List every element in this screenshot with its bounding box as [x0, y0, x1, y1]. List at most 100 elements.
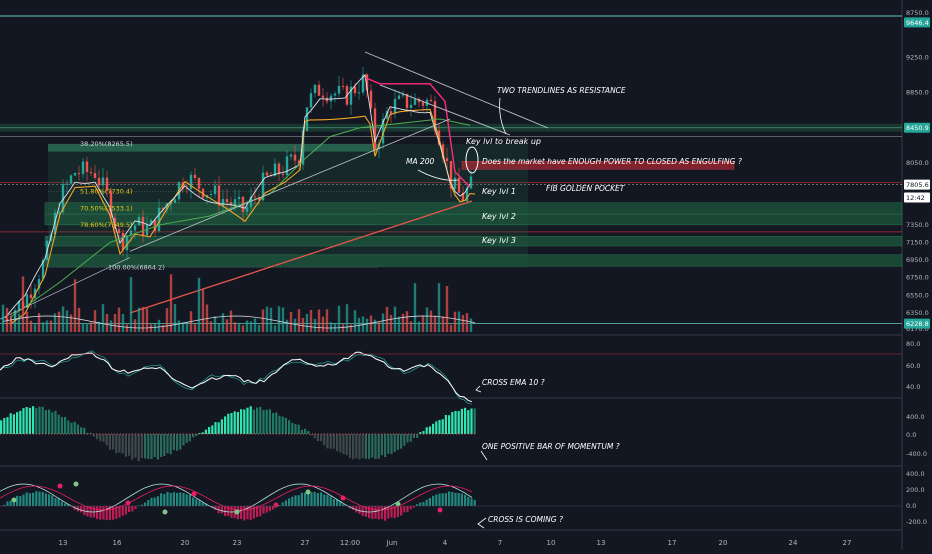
- candle-body[interactable]: [133, 225, 137, 231]
- candle-body[interactable]: [305, 107, 309, 131]
- candle-body[interactable]: [433, 101, 437, 131]
- candle-body[interactable]: [73, 173, 77, 176]
- candles-layer[interactable]: [1, 66, 473, 330]
- candle-body[interactable]: [93, 173, 97, 178]
- candle-body[interactable]: [313, 84, 317, 94]
- candle-body[interactable]: [421, 102, 425, 106]
- candle-body[interactable]: [385, 111, 389, 119]
- candle-body[interactable]: [445, 158, 449, 162]
- candle-body[interactable]: [17, 301, 21, 311]
- candle-body[interactable]: [257, 197, 261, 201]
- price-axis[interactable]: 8750.0 9250.0 8850.0 8050.0 7350.0 7150.0 6950…: [904, 9, 930, 526]
- candle-body[interactable]: [261, 172, 265, 201]
- candle-body[interactable]: [161, 207, 165, 210]
- candle-body[interactable]: [281, 174, 285, 176]
- candle-body[interactable]: [249, 196, 253, 208]
- candle-body[interactable]: [105, 177, 109, 191]
- candle-body[interactable]: [449, 161, 453, 189]
- candle-body[interactable]: [221, 199, 225, 206]
- candle-body[interactable]: [37, 279, 41, 289]
- candle-body[interactable]: [337, 85, 341, 94]
- candle-body[interactable]: [165, 203, 169, 210]
- price-badge[interactable]: [904, 179, 930, 190]
- candle-body[interactable]: [153, 220, 157, 232]
- candle-body[interactable]: [453, 177, 457, 189]
- candle-body[interactable]: [225, 199, 229, 203]
- candle-body[interactable]: [173, 199, 177, 204]
- price-badge[interactable]: [904, 192, 930, 203]
- candle-body[interactable]: [349, 86, 353, 105]
- candle-body[interactable]: [229, 202, 233, 206]
- candle-body[interactable]: [129, 230, 133, 236]
- candle-body[interactable]: [109, 190, 113, 218]
- candle-body[interactable]: [25, 294, 29, 308]
- candle-body[interactable]: [265, 172, 269, 176]
- candle-body[interactable]: [417, 98, 421, 103]
- candle-body[interactable]: [381, 118, 385, 144]
- candle-body[interactable]: [317, 84, 321, 96]
- candle-body[interactable]: [397, 95, 401, 99]
- candle-body[interactable]: [29, 294, 33, 299]
- candle-body[interactable]: [465, 188, 469, 202]
- candle-body[interactable]: [373, 108, 377, 150]
- candle-body[interactable]: [393, 98, 397, 114]
- candle-body[interactable]: [277, 163, 281, 175]
- candle-body[interactable]: [189, 174, 193, 189]
- candle-body[interactable]: [341, 85, 345, 87]
- candle-body[interactable]: [113, 217, 117, 230]
- candle-body[interactable]: [301, 130, 305, 165]
- candle-body[interactable]: [61, 184, 65, 213]
- candle-body[interactable]: [245, 207, 249, 212]
- candle-body[interactable]: [289, 154, 293, 157]
- candle-body[interactable]: [297, 160, 301, 165]
- candle-body[interactable]: [441, 144, 445, 159]
- candle-body[interactable]: [13, 310, 17, 322]
- candle-body[interactable]: [401, 94, 405, 96]
- candle-body[interactable]: [365, 74, 369, 91]
- candle-body[interactable]: [81, 161, 85, 174]
- candle-body[interactable]: [361, 74, 365, 93]
- candle-body[interactable]: [309, 93, 313, 108]
- candle-body[interactable]: [409, 104, 413, 108]
- candle-body[interactable]: [101, 177, 105, 186]
- candle-body[interactable]: [121, 233, 125, 251]
- candle-body[interactable]: [77, 173, 81, 175]
- candle-body[interactable]: [193, 174, 197, 178]
- candle-body[interactable]: [125, 235, 129, 251]
- price-badge[interactable]: [904, 122, 930, 133]
- candle-body[interactable]: [141, 216, 145, 236]
- price-badge[interactable]: [904, 318, 930, 329]
- candle-body[interactable]: [197, 177, 201, 189]
- candle-body[interactable]: [357, 92, 361, 94]
- candle-body[interactable]: [333, 93, 337, 96]
- candle-body[interactable]: [457, 177, 461, 193]
- candle-body[interactable]: [413, 98, 417, 105]
- candle-body[interactable]: [237, 196, 241, 200]
- candle-body[interactable]: [157, 207, 161, 232]
- candle-body[interactable]: [405, 94, 409, 108]
- candle-body[interactable]: [57, 212, 61, 214]
- candle-body[interactable]: [89, 172, 93, 174]
- candle-body[interactable]: [429, 99, 433, 102]
- candle-body[interactable]: [329, 95, 333, 102]
- candle-body[interactable]: [97, 177, 101, 186]
- candle-body[interactable]: [461, 192, 465, 202]
- candle-body[interactable]: [149, 220, 153, 225]
- candle-body[interactable]: [85, 161, 89, 173]
- candle-body[interactable]: [69, 175, 73, 184]
- candle-body[interactable]: [285, 156, 289, 175]
- candle-body[interactable]: [273, 163, 277, 177]
- candle-body[interactable]: [253, 196, 257, 198]
- candle-body[interactable]: [213, 185, 217, 195]
- candle-body[interactable]: [209, 194, 213, 196]
- price-badge[interactable]: [904, 17, 930, 28]
- candle-body[interactable]: [353, 86, 357, 94]
- candle-body[interactable]: [369, 90, 373, 109]
- candle-body[interactable]: [389, 111, 393, 114]
- candle-body[interactable]: [469, 176, 473, 189]
- candle-body[interactable]: [293, 154, 297, 161]
- candle-body[interactable]: [137, 216, 141, 226]
- candle-body[interactable]: [233, 199, 237, 206]
- candle-body[interactable]: [65, 183, 69, 185]
- candle-body[interactable]: [117, 229, 121, 234]
